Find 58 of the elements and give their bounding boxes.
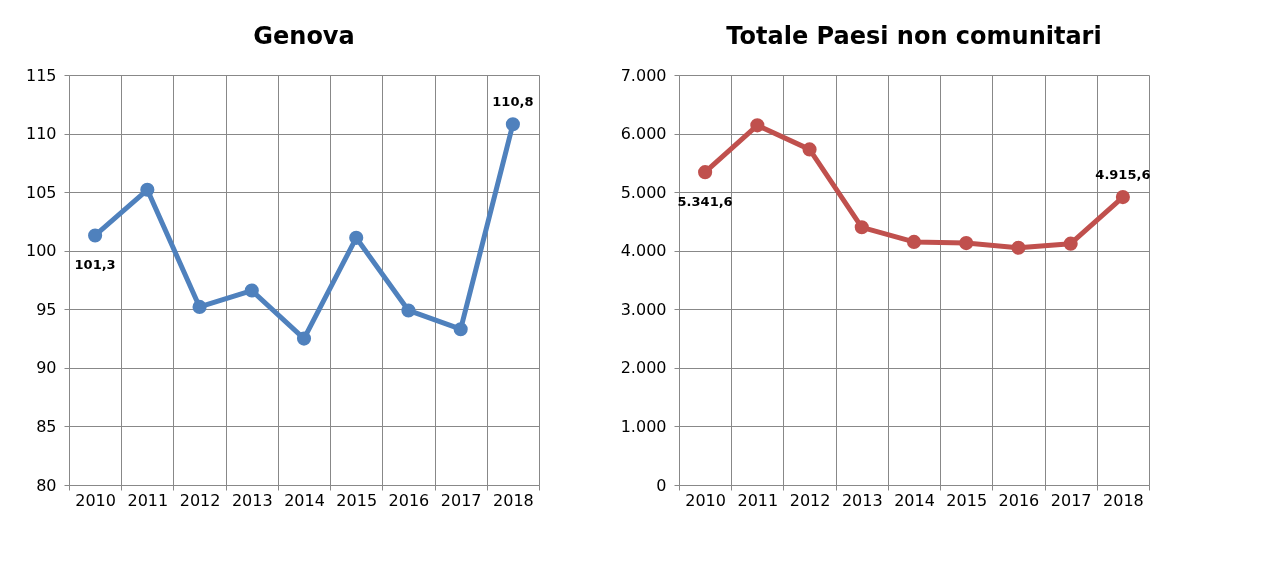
point [1011,240,1026,255]
y-tick-label: 4.000 [620,241,667,261]
y-tick-label: 115 [25,65,57,85]
x-tick-label: 2012 [179,490,221,510]
point [401,303,416,318]
x-tick-label: 2018 [493,490,534,510]
y-tick-label: 85 [36,416,57,436]
x-tick-label: 2011 [737,490,779,510]
point [349,230,364,245]
x-tick-label: 2014 [894,490,935,510]
x-tick-label: 2016 [998,490,1040,510]
point [959,236,974,251]
data-label: 5.341,6 [677,194,733,210]
x-tick-label: 2012 [789,490,831,510]
chart-title: Totale Paesi non comunitari [726,22,1102,50]
x-tick-label: 2014 [284,490,325,510]
y-tick-label: 6.000 [620,124,667,144]
y-tick-label: 2.000 [620,358,667,378]
y-tick-label: 1.000 [620,416,667,436]
chart-title: Genova [253,22,355,50]
x-tick-label: 2018 [1103,490,1144,510]
y-tick-label: 95 [36,299,57,319]
x-tick-label: 2016 [388,490,430,510]
point [1063,236,1078,251]
point [906,234,922,249]
point [140,182,155,197]
y-tick-label: 100 [25,241,57,261]
x-tick-label: 2015 [336,490,378,510]
point [854,220,869,235]
y-tick-label: 7.000 [620,65,667,85]
x-tick-label: 2013 [841,490,883,510]
point [244,283,259,298]
y-tick-label: 5.000 [620,182,667,202]
data-label: 101,3 [74,257,116,273]
x-tick-label: 2010 [685,490,726,510]
y-tick-label: 80 [36,475,57,495]
data-label: 4.915,6 [1095,167,1151,183]
y-tick-label: 3.000 [620,299,667,319]
point [88,228,103,243]
point [505,117,520,132]
point [1115,190,1130,205]
point [750,118,765,133]
y-tick-label: 110 [25,124,57,144]
point [296,331,312,346]
x-tick-label: 2010 [75,490,116,510]
y-tick-label: 105 [25,182,57,202]
point [192,299,207,314]
y-tick-label: 0 [656,475,667,495]
y-tick-label: 90 [36,358,57,378]
point [453,322,468,337]
x-tick-label: 2017 [1050,490,1092,510]
x-tick-label: 2017 [440,490,482,510]
data-label: 110,8 [492,94,534,110]
point [802,142,817,157]
x-tick-label: 2015 [946,490,988,510]
x-tick-label: 2011 [127,490,169,510]
point [698,165,713,180]
x-tick-label: 2013 [231,490,273,510]
